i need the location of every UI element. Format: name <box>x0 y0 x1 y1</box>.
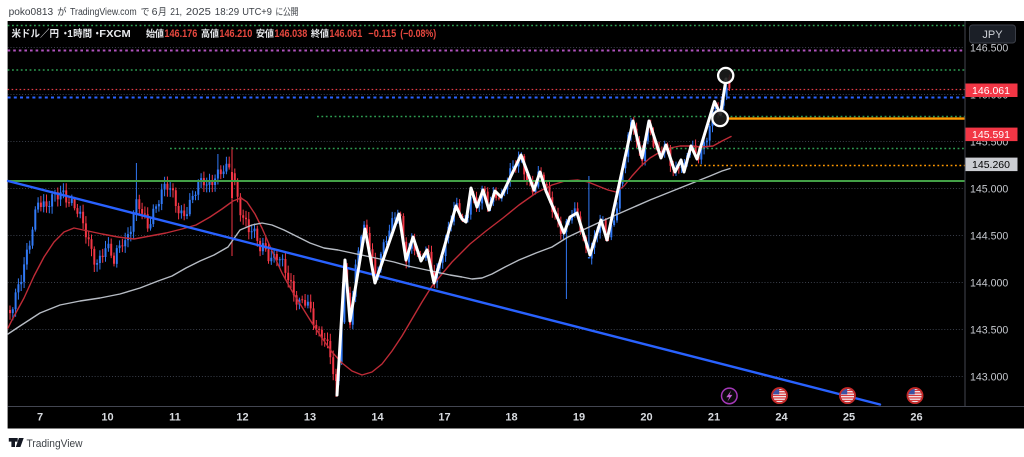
svg-text:11: 11 <box>169 412 181 424</box>
svg-text:13: 13 <box>304 412 316 424</box>
svg-text:6: 6 <box>152 7 158 18</box>
svg-text:18:29: 18:29 <box>215 7 240 18</box>
svg-text:145.260: 145.260 <box>972 159 1010 171</box>
svg-text:10: 10 <box>101 412 113 424</box>
svg-text:(−0.08%): (−0.08%) <box>400 28 436 40</box>
svg-text:20: 20 <box>640 412 652 424</box>
svg-text:146.500: 146.500 <box>970 42 1008 54</box>
svg-text:JPY: JPY <box>982 29 1003 41</box>
svg-text:TradingView.com: TradingView.com <box>70 7 137 18</box>
svg-text:2025: 2025 <box>186 7 211 18</box>
svg-text:UTC+9: UTC+9 <box>242 7 272 18</box>
svg-text:146.176: 146.176 <box>164 28 197 40</box>
svg-text:24: 24 <box>775 412 788 424</box>
svg-text:FXCM: FXCM <box>99 29 130 40</box>
svg-text:21,: 21, <box>170 7 182 18</box>
svg-text:−0.115: −0.115 <box>368 28 396 40</box>
svg-text:poko0813: poko0813 <box>9 7 54 18</box>
svg-text:146.061: 146.061 <box>972 85 1010 97</box>
svg-text:26: 26 <box>910 412 922 424</box>
svg-text:143.000: 143.000 <box>970 371 1008 383</box>
svg-text:144.000: 144.000 <box>970 277 1008 289</box>
svg-text:21: 21 <box>708 412 720 424</box>
svg-text:25: 25 <box>843 412 855 424</box>
svg-text:14: 14 <box>371 412 384 424</box>
svg-text:TradingView: TradingView <box>27 438 83 450</box>
svg-text:144.500: 144.500 <box>970 230 1008 242</box>
svg-text:146.038: 146.038 <box>274 28 307 40</box>
svg-text:143.500: 143.500 <box>970 324 1008 336</box>
svg-text:146.210: 146.210 <box>219 28 252 40</box>
svg-text:1: 1 <box>67 29 73 40</box>
svg-text:145.591: 145.591 <box>972 129 1010 141</box>
svg-text:12: 12 <box>236 412 248 424</box>
svg-text:18: 18 <box>505 412 517 424</box>
svg-text:17: 17 <box>438 412 450 424</box>
svg-text:7: 7 <box>37 412 43 424</box>
svg-text:19: 19 <box>573 412 585 424</box>
svg-text:146.061: 146.061 <box>329 28 362 40</box>
svg-text:145.000: 145.000 <box>970 183 1008 195</box>
